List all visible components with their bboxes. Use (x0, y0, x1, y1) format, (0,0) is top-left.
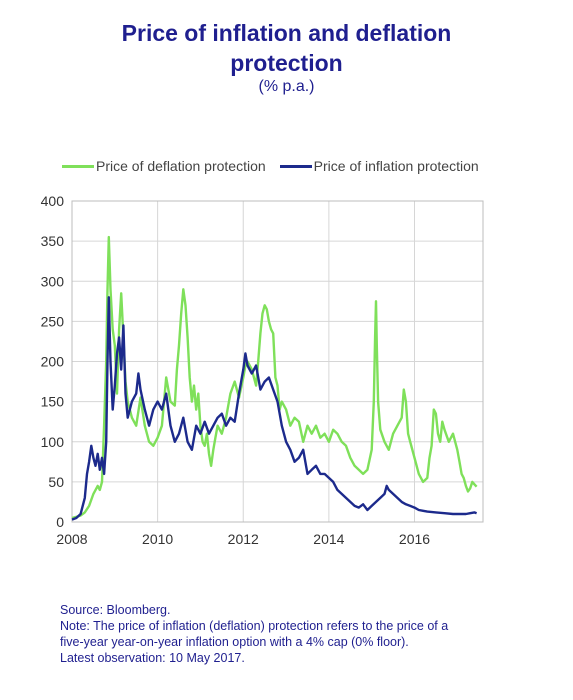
y-tick-label: 0 (56, 514, 64, 530)
x-tick-label: 2014 (313, 531, 344, 547)
legend-label-inflation: Price of inflation protection (313, 158, 479, 174)
plot-frame (71, 200, 484, 523)
y-tick-label: 50 (48, 474, 64, 490)
legend-swatch-deflation (62, 164, 94, 168)
legend-item-inflation: Price of inflation protection (279, 158, 479, 174)
chart-subtitle: (% p.a.) (258, 78, 315, 95)
y-tick-label: 250 (41, 313, 65, 329)
series-line-inflation (71, 296, 478, 521)
x-tick-label: 2016 (399, 531, 430, 547)
y-tick-label: 350 (41, 233, 65, 249)
source-note: Source: Bloomberg. (60, 603, 171, 617)
chart-title-line-2: protection (230, 50, 343, 76)
chart-legend: Price of deflation protection Price of i… (62, 158, 493, 174)
y-tick-label: 200 (41, 354, 65, 370)
x-tick-label: 2008 (56, 531, 87, 547)
y-tick-label: 150 (41, 394, 65, 410)
y-tick-label: 300 (41, 273, 65, 289)
legend-item-deflation: Price of deflation protection (62, 158, 266, 174)
series-line-deflation (71, 235, 478, 520)
x-tick-label: 2012 (228, 531, 259, 547)
chart-title-line-1: Price of inflation and deflation (121, 20, 452, 46)
chart-title: Price of inflation and deflation protect… (0, 18, 573, 78)
line-chart: 0 50 100 150 200 250 300 350 400 2008 2010 2012 2014… (41, 193, 484, 547)
x-tick-label: 2010 (142, 531, 173, 547)
chart-notes: Source: Bloomberg. Note: The price of in… (60, 602, 540, 666)
legend-swatch-inflation (279, 164, 312, 168)
y-tick-label: 100 (41, 434, 65, 450)
note-line-1: Note: The price of inflation (deflation)… (60, 619, 449, 633)
note-line-2: five-year year-on-year inflation option … (60, 635, 409, 649)
y-tick-label: 400 (41, 193, 65, 209)
legend-label-deflation: Price of deflation protection (96, 158, 266, 174)
latest-observation: Latest observation: 10 May 2017. (60, 651, 245, 665)
